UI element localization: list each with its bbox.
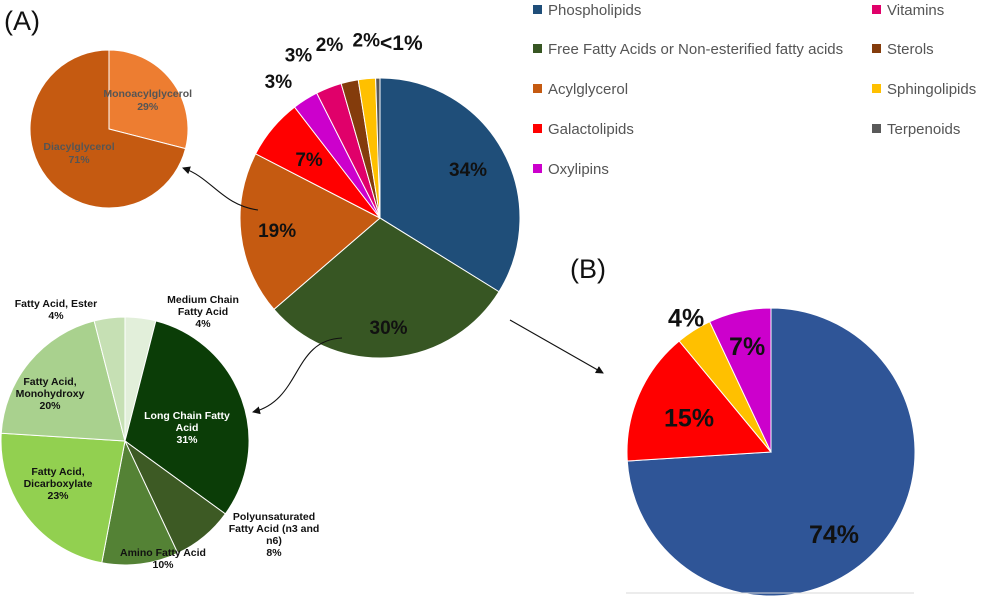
- panel-b-label-galactolipids: 15%: [664, 405, 714, 433]
- panel-b-label-phospholipids: 74%: [809, 521, 859, 549]
- legend-label-phospholipids: Phospholipids: [548, 2, 641, 19]
- main-pie-legend: Phospholipids Free Fatty Acids or Non-est…: [533, 2, 976, 178]
- arrow-to-panel-b: [509, 319, 604, 374]
- legend-swatch-acylglycerol: [533, 84, 542, 93]
- main-label-phospholipids: 34%: [449, 160, 487, 181]
- free-fatty-acid-slice-long-chain-fatty-acid: [124, 320, 250, 515]
- panel-a-label: (A): [4, 6, 40, 36]
- main-lipid-pie: 34%30%19%7%3%3%2% 2% <1%: [239, 31, 521, 359]
- main-label-vitamins: 3%: [285, 46, 313, 67]
- main-label-galactolipids: 7%: [295, 150, 323, 171]
- free-fatty-acid-name-polyunsaturated-fatty-acid-n3-and-n6: Polyunsaturated: [233, 511, 315, 523]
- free-fatty-acid-pct-medium-chain-fatty-acid: 4%: [195, 318, 211, 330]
- legend-swatch-terpenoids: [872, 124, 881, 133]
- main-slice-free-fatty-acids-or-non-esterified-fatty-acids: [273, 217, 500, 359]
- legend-swatch-sterols: [872, 44, 881, 53]
- free-fatty-acid-slice-amino-fatty-acid: [101, 439, 179, 566]
- arrow-to-acylglycerol-pie: [182, 166, 259, 211]
- free-fatty-acid-name-fatty-acid-monohydroxy-line-2: Monohydroxy: [16, 388, 85, 400]
- legend-label-acylglycerol: Acylglycerol: [548, 81, 628, 98]
- legend-label-vitamins: Vitamins: [887, 2, 944, 19]
- main-label-sterols: 2%: [316, 35, 344, 56]
- free-fatty-acid-name-polyunsaturated-fatty-acid-n3-and-n6-line-2: Fatty Acid (n3 and: [229, 523, 320, 535]
- panel-b-label-oxylipins: 7%: [729, 333, 765, 361]
- main-label-sphingolipids: 2%: [353, 31, 381, 52]
- panel-b-slice-oxylipins: [709, 307, 772, 453]
- free-fatty-acid-name-fatty-acid-ester: Fatty Acid, Ester: [15, 298, 97, 310]
- acylglycerol-slice-diacylglycerol: [29, 49, 187, 209]
- free-fatty-acid-name-long-chain-fatty-acid: Long Chain Fatty: [144, 410, 230, 422]
- free-fatty-acid-pct-amino-fatty-acid: 10%: [152, 559, 174, 571]
- main-slice-phospholipids: [379, 77, 521, 293]
- legend-label-galactolipids: Galactolipids: [548, 121, 634, 138]
- free-fatty-acid-name-fatty-acid-dicarboxylate-line-2: Dicarboxylate: [24, 478, 93, 490]
- free-fatty-acid-name-medium-chain-fatty-acid-line-2: Fatty Acid: [178, 306, 228, 318]
- acylglycerol-name-diacylglycerol: Diacylglycerol: [43, 141, 114, 153]
- legend-label-terpenoids: Terpenoids: [887, 121, 960, 138]
- panel-b-pie: 74% 15% 4% 7%: [626, 304, 916, 597]
- panel-b-label-sphingolipids: 4%: [668, 304, 704, 332]
- free-fatty-acid-name-amino-fatty-acid: Amino Fatty Acid: [120, 547, 206, 559]
- free-fatty-acid-pct-long-chain-fatty-acid: 31%: [176, 434, 198, 446]
- free-fatty-acid-pct-fatty-acid-ester: 4%: [48, 310, 64, 322]
- acylglycerol-pct-diacylglycerol: 71%: [69, 154, 91, 166]
- legend-swatch-vitamins: [872, 5, 881, 14]
- arrow-to-free-fatty-acid-pie: [252, 337, 343, 415]
- main-label-acylglycerol: 19%: [258, 221, 296, 242]
- free-fatty-acid-slice-fatty-acid-monohydroxy: [0, 320, 126, 442]
- main-slice-acylglycerol: [239, 153, 381, 311]
- acylglycerol-pct-monoacylglycerol: 29%: [137, 101, 159, 113]
- main-slice-terpenoids: [375, 77, 381, 219]
- legend-swatch-oxylipins: [533, 164, 542, 173]
- free-fatty-acid-name-polyunsaturated-fatty-acid-n3-and-n6-line-3: n6): [266, 535, 282, 547]
- legend-swatch-free-fatty-acids-or-non-esterified-fatty-acids: [533, 44, 542, 53]
- free-fatty-acid-name-fatty-acid-monohydroxy: Fatty Acid,: [23, 376, 76, 388]
- legend-label-free-fatty-acids-or-non-esterified-fatty-acids: Free Fatty Acids or Non-esterified fatty…: [548, 41, 843, 58]
- free-fatty-acid-name-medium-chain-fatty-acid: Medium Chain: [167, 294, 239, 306]
- free-fatty-acid-pct-fatty-acid-dicarboxylate: 23%: [47, 490, 69, 502]
- free-fatty-acid-pct-polyunsaturated-fatty-acid-n3-and-n6: 8%: [266, 547, 282, 559]
- free-fatty-acid-slice-fatty-acid-dicarboxylate: [0, 432, 126, 564]
- main-label-free-fatty-acids-or-non-esterified-fatty-acids: 30%: [370, 318, 408, 339]
- main-label-oxylipins: 3%: [265, 72, 293, 93]
- free-fatty-acid-pct-fatty-acid-monohydroxy: 20%: [39, 400, 61, 412]
- legend-label-sphingolipids: Sphingolipids: [887, 81, 976, 98]
- free-fatty-acid-name-fatty-acid-dicarboxylate: Fatty Acid,: [31, 466, 84, 478]
- legend-swatch-sphingolipids: [872, 84, 881, 93]
- legend-swatch-phospholipids: [533, 5, 542, 14]
- legend-label-sterols: Sterols: [887, 41, 934, 58]
- acylglycerol-name-monoacylglycerol: Monoacylglycerol: [103, 88, 192, 100]
- legend-label-oxylipins: Oxylipins: [548, 161, 609, 178]
- free-fatty-acid-slice-fatty-acid-ester: [93, 316, 126, 442]
- main-label-terpenoids: <1%: [380, 32, 423, 55]
- free-fatty-acid-name-long-chain-fatty-acid-line-2: Acid: [176, 422, 199, 434]
- acylglycerol-slice-monoacylglycerol: [108, 49, 189, 150]
- panel-b-slice-galactolipids: [626, 340, 773, 462]
- panel-b-label: (B): [570, 254, 606, 284]
- legend-swatch-galactolipids: [533, 124, 542, 133]
